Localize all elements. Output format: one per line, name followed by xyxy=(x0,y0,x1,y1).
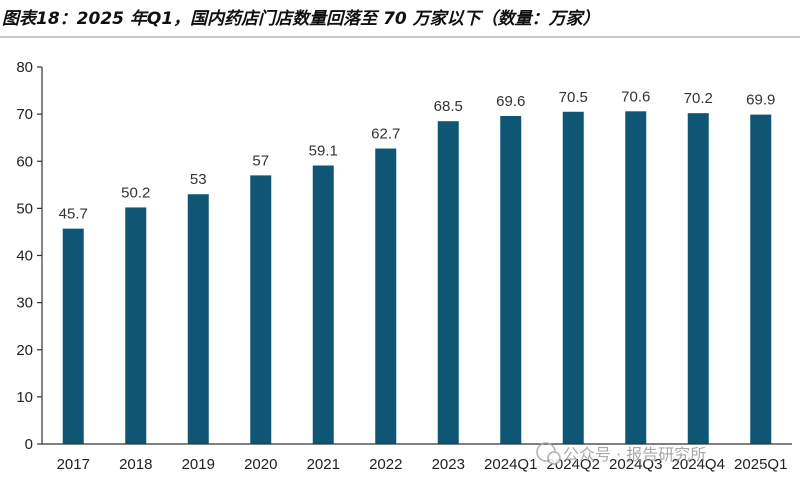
chart-title: 图表18：2025 年Q1，国内药店门店数量回落至 70 万家以下（数量：万家） xyxy=(2,9,600,29)
y-tick-label: 10 xyxy=(16,389,33,406)
bar-2020 xyxy=(250,175,272,444)
bar-2024Q2 xyxy=(562,111,584,445)
x-tick-label-2025Q1: 2025Q1 xyxy=(734,456,787,473)
y-axis: 0 10 20 30 40 50 60 70 80 xyxy=(16,59,42,453)
bar-2019 xyxy=(187,194,209,444)
x-tick-label-2018: 2018 xyxy=(119,456,152,473)
bar-2024Q1 xyxy=(500,116,522,444)
y-tick-label: 80 xyxy=(16,59,33,76)
value-label-2022: 62.7 xyxy=(371,126,400,143)
bar-2022 xyxy=(375,148,397,444)
data-labels: 45.7 50.2 53 57 59.1 62.7 68.5 69.6 70.5 70.6 70.2… xyxy=(59,88,776,222)
value-label-2018: 50.2 xyxy=(121,184,150,201)
y-tick-label: 40 xyxy=(16,248,33,265)
value-label-2020: 57 xyxy=(252,152,269,169)
wechat-icon-bubble xyxy=(547,451,561,465)
bar-2024Q4 xyxy=(687,113,709,445)
bar-series xyxy=(62,111,772,445)
y-tick-label: 70 xyxy=(16,106,33,123)
x-axis: 2017 2018 2019 2020 2021 2022 2023 2024Q1 2024Q2… xyxy=(57,456,788,473)
x-tick-label-2020: 2020 xyxy=(244,456,277,473)
y-tick-label: 60 xyxy=(16,153,33,170)
bar-2024Q3 xyxy=(625,111,647,445)
watermark: 公众号 · 报告研究所 xyxy=(536,442,706,465)
value-label-2019: 53 xyxy=(190,171,207,188)
bar-2023 xyxy=(437,121,459,444)
bar-2025Q1 xyxy=(750,114,772,444)
x-tick-label-2017: 2017 xyxy=(57,456,90,473)
value-label-2023: 68.5 xyxy=(434,98,463,115)
bar-2017 xyxy=(62,228,84,444)
value-label-2021: 59.1 xyxy=(309,142,338,159)
value-label-2024Q1: 69.6 xyxy=(496,93,525,110)
value-label-2024Q3: 70.6 xyxy=(621,88,650,105)
y-tick-label: 50 xyxy=(16,200,33,217)
x-tick-label-2019: 2019 xyxy=(182,456,215,473)
title-divider xyxy=(0,36,800,38)
y-tick-label: 20 xyxy=(16,342,33,359)
y-tick-label: 0 xyxy=(25,436,33,453)
value-label-2025Q1: 69.9 xyxy=(746,92,775,109)
x-tick-label-2023: 2023 xyxy=(432,456,465,473)
watermark-text: 公众号 · 报告研究所 xyxy=(563,445,706,464)
bar-2021 xyxy=(312,165,334,444)
x-tick-label-2021: 2021 xyxy=(307,456,340,473)
x-tick-label-2024Q3: 2024Q3 xyxy=(609,456,662,473)
x-tick-label-2024Q4: 2024Q4 xyxy=(672,456,725,473)
bar-2018 xyxy=(125,207,147,444)
value-label-2024Q2: 70.5 xyxy=(559,89,588,106)
value-label-2024Q4: 70.2 xyxy=(684,90,713,107)
value-label-2017: 45.7 xyxy=(59,206,88,223)
y-tick-label: 30 xyxy=(16,295,33,312)
x-tick-label-2024Q1: 2024Q1 xyxy=(484,456,537,473)
x-tick-label-2022: 2022 xyxy=(369,456,402,473)
